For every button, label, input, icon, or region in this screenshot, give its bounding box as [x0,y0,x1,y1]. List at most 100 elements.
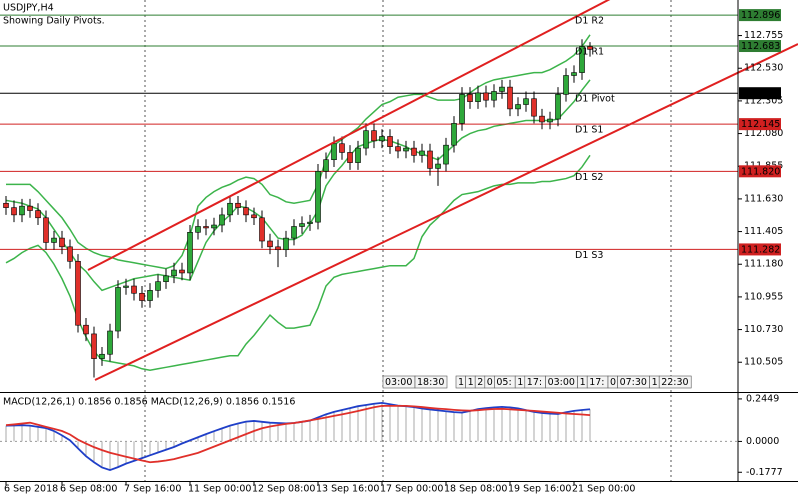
candle-body [123,285,129,288]
candle-body [51,237,57,243]
candle-body [275,246,281,251]
candle-body [571,72,577,76]
candle-body [579,46,585,73]
pivot-price-label: 112.145 [741,119,780,130]
candle-body [227,202,233,216]
candle-body [283,237,289,251]
candle-body [355,147,361,163]
session-label: 03:00 [385,377,412,388]
candle-body [251,214,257,219]
session-label: 1 [580,377,586,388]
x-tick-label: 11 Sep 00:00 [188,484,251,495]
candle-body [307,221,313,224]
candle-body [163,275,169,282]
candle-body [507,86,513,110]
candle-body [435,163,441,169]
candle-body [91,333,97,359]
y-tick-label: 111.630 [744,193,783,204]
candle-body [243,207,249,216]
candle-body [59,237,65,248]
pivot-name: D1 S2 [575,172,603,183]
candle-body [131,285,137,294]
pivot-price-box [739,40,781,53]
pivot-price-label: 111.282 [741,244,780,255]
session-label: 03:00 [548,377,575,388]
candle-body [403,147,409,152]
indicator-tick-label: -0.1777 [746,467,783,478]
y-tick-label: 111.405 [744,226,783,237]
candle-body [99,353,105,359]
pivot-name: D1 S3 [575,250,603,261]
candle-body [195,226,201,233]
candle-body [147,290,153,301]
candle-body [27,205,33,211]
channel-line [94,43,798,381]
candle-body [451,123,457,146]
candle-body [531,98,537,117]
candle-body [363,130,369,149]
session-label: 17: [527,377,542,388]
candle-body [75,261,81,326]
session-label: 18:30 [417,377,444,388]
candle-body [379,136,385,142]
pivot-price-label: 111.820 [741,166,780,177]
session-label: 17: [589,377,604,388]
session-label: 1 [458,377,464,388]
pivot-price-box [739,87,781,100]
candle-body [19,205,25,216]
candle-body [171,269,177,277]
x-tick-label: 7 Sep 16:00 [124,484,181,495]
candle-body [347,152,353,163]
candle-body [395,146,401,152]
candle-body [475,92,481,102]
candle-body [43,217,49,243]
candle-body [187,231,193,274]
session-label: 07:30 [620,377,647,388]
pivot-price-box [739,165,781,178]
bollinger-upper [6,34,591,270]
candle-body [291,226,297,239]
x-tick-label: 19 Sep 16:00 [508,484,571,495]
pivot-name: D1 R1 [575,47,604,58]
candle-body [83,324,89,335]
candle-body [235,202,241,208]
x-tick-label: 21 Sep 00:00 [572,484,635,495]
candle-body [139,292,145,301]
candle-body [411,147,417,156]
session-label: 05: [496,377,511,388]
x-tick-label: 18 Sep 08:00 [444,484,507,495]
candle-body [107,330,113,355]
y-tick-label: 110.505 [744,357,783,368]
indicator-tick-label: 0.0000 [746,436,779,447]
candle-body [523,98,529,105]
candle-body [267,240,273,248]
y-tick-label: 112.755 [744,30,783,41]
session-box [658,375,692,389]
session-box [414,375,448,389]
candle-body [339,143,345,153]
candle-body [483,92,489,101]
y-tick-label: 112.080 [744,128,783,139]
candle-body [539,115,545,123]
trend-channel [87,0,798,381]
candle-body [459,94,465,124]
candle-body [515,104,521,110]
pivot-name: D1 R2 [575,16,604,27]
candle-body [299,223,305,227]
candle-body [115,287,121,332]
candle-body [555,94,561,120]
session-label: 1 [517,377,523,388]
candle-body [67,246,73,262]
y-tick-label: 112.530 [744,63,783,74]
x-tick-label: 6 Sep 2018 [4,484,58,495]
candle-body [499,86,505,92]
candle-body [179,269,185,274]
candle-body [211,224,217,229]
pivot-price-box [739,118,781,131]
indicator-title: MACD(12,26,1) 0.1856 0.1856 MACD(12,26,9… [3,397,295,408]
pivot-price-box [739,243,781,256]
signal-line [5,404,591,464]
candle-body [331,143,337,161]
pivot-name: D1 Pivot [575,94,615,105]
